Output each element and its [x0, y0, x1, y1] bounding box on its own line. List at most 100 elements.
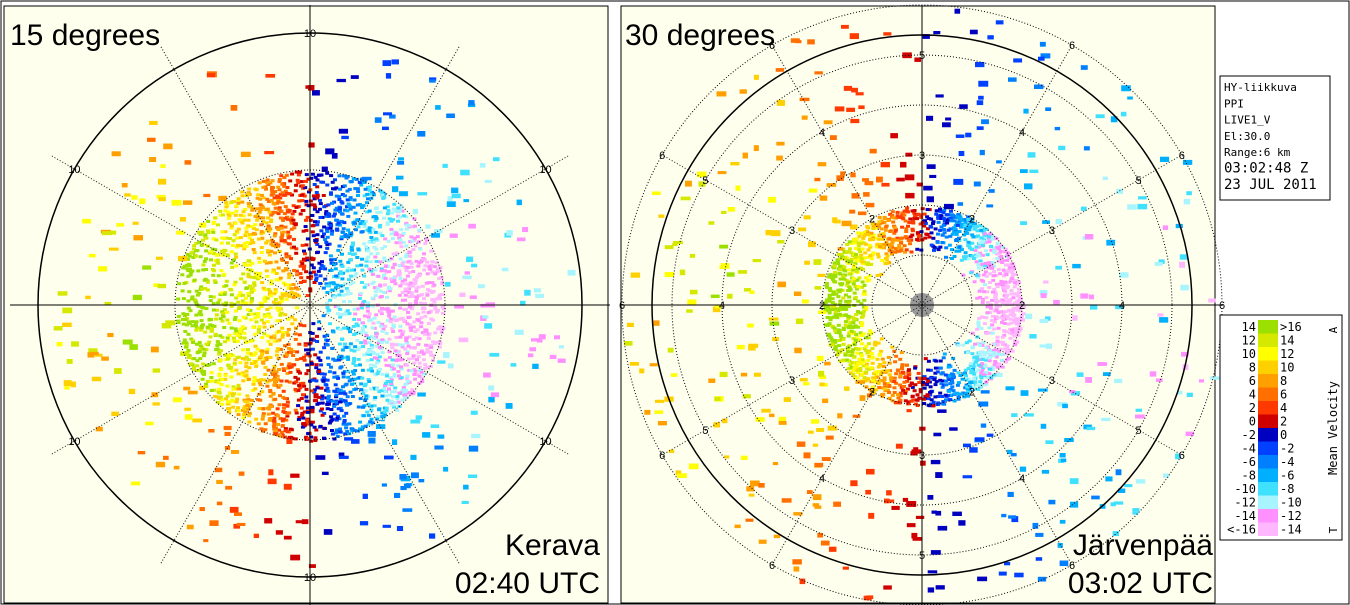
echo	[357, 318, 361, 321]
echo	[285, 380, 289, 383]
echo	[383, 525, 391, 528]
echo	[658, 215, 664, 218]
echo	[923, 237, 927, 240]
echo	[988, 356, 992, 359]
info-line: PPI	[1224, 97, 1244, 110]
echo	[231, 105, 238, 111]
echo	[353, 313, 357, 316]
echo	[422, 252, 426, 255]
echo	[250, 291, 254, 294]
echo	[227, 217, 231, 220]
echo	[382, 127, 389, 130]
echo	[904, 235, 908, 238]
echo	[194, 325, 198, 328]
echo	[387, 270, 391, 273]
echo	[275, 354, 279, 357]
echo	[359, 292, 363, 295]
echo	[969, 447, 977, 452]
echo	[230, 369, 234, 372]
echo	[923, 377, 927, 380]
echo	[828, 294, 832, 297]
echo	[384, 277, 388, 280]
echo	[992, 328, 996, 331]
echo	[246, 241, 250, 244]
echo	[202, 348, 206, 351]
echo	[972, 377, 976, 380]
echo	[860, 322, 864, 325]
echo	[835, 106, 845, 111]
echo	[868, 513, 874, 519]
echo	[156, 257, 163, 260]
echo	[131, 195, 137, 199]
echo	[839, 288, 843, 291]
echo	[941, 234, 945, 237]
echo	[1097, 362, 1107, 366]
echo	[109, 248, 119, 251]
echo	[201, 378, 205, 381]
echo	[997, 260, 1001, 263]
echo	[964, 374, 968, 377]
echo	[262, 407, 266, 410]
echo	[915, 217, 919, 220]
echo	[176, 231, 182, 235]
echo	[851, 373, 855, 376]
echo	[998, 272, 1002, 275]
echo	[264, 242, 268, 245]
echo	[934, 360, 938, 363]
echo	[811, 419, 819, 423]
echo	[234, 264, 238, 267]
echo	[317, 396, 321, 399]
echo	[814, 71, 823, 74]
echo	[910, 251, 914, 254]
echo	[341, 372, 345, 375]
echo	[436, 327, 440, 330]
echo	[253, 376, 257, 379]
echo	[372, 246, 376, 249]
echo	[338, 210, 342, 213]
echo	[237, 294, 241, 297]
echo	[326, 397, 330, 400]
echo	[263, 260, 267, 263]
echo	[257, 325, 261, 328]
echo	[687, 299, 696, 304]
echo	[871, 356, 875, 359]
echo	[989, 189, 995, 193]
echo	[191, 320, 195, 323]
echo	[341, 385, 345, 388]
echo	[290, 228, 294, 231]
echo	[320, 408, 324, 411]
echo	[350, 383, 354, 386]
echo	[294, 409, 298, 412]
echo	[833, 502, 841, 507]
echo	[304, 225, 308, 228]
echo	[957, 371, 961, 374]
echo	[185, 313, 189, 316]
site-label: Järvenpää	[1073, 529, 1213, 562]
echo	[297, 399, 301, 402]
echo	[379, 310, 383, 313]
echo	[842, 266, 846, 269]
echo	[800, 378, 808, 381]
echo	[238, 319, 242, 322]
legend-swatch	[1258, 347, 1278, 361]
echo	[980, 279, 984, 282]
echo	[62, 323, 72, 327]
echo	[314, 379, 318, 382]
echo	[860, 342, 864, 345]
info-line: 23 JUL 2011	[1224, 177, 1317, 193]
echo	[158, 284, 166, 288]
echo	[431, 354, 435, 357]
echo	[354, 388, 358, 391]
elevation-label: 15 degrees	[10, 19, 160, 52]
echo	[283, 212, 287, 215]
echo	[209, 520, 218, 526]
echo	[397, 374, 401, 377]
echo	[266, 348, 270, 351]
echo	[813, 444, 818, 447]
echo	[226, 395, 230, 398]
echo	[265, 74, 275, 78]
echo	[910, 221, 914, 224]
echo	[346, 309, 350, 312]
echo	[358, 363, 362, 366]
echo	[221, 213, 225, 216]
